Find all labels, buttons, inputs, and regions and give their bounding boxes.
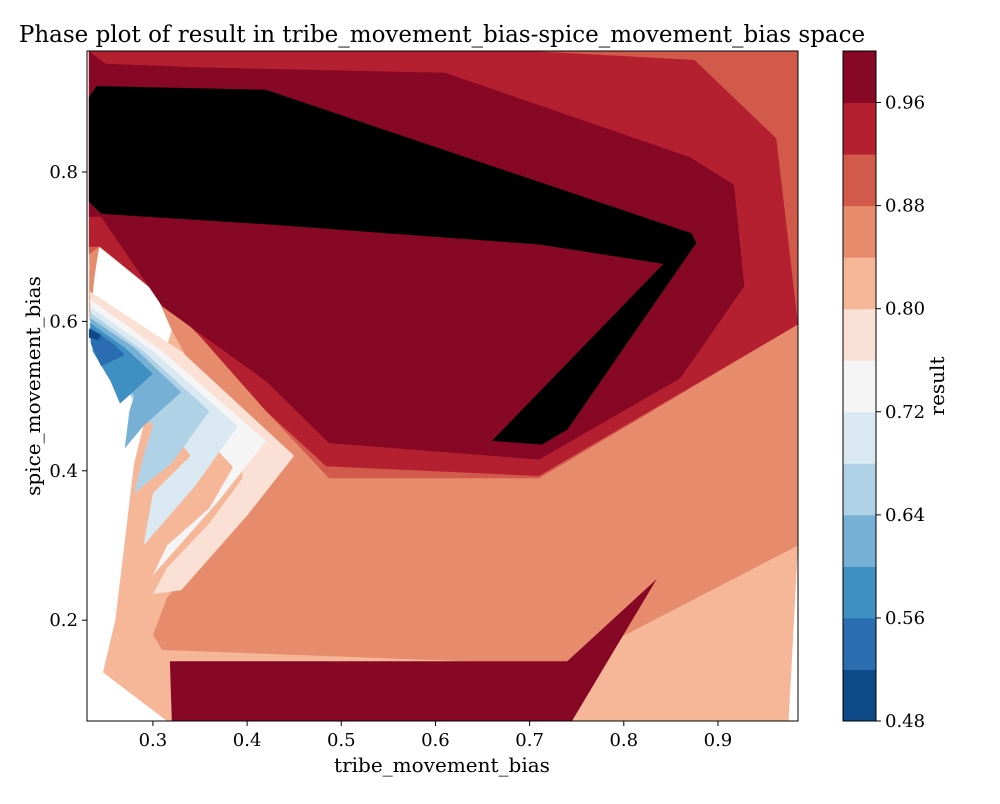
colorbar <box>843 51 876 722</box>
y-tick-label: 0.4 <box>49 461 78 482</box>
contour-region-5 <box>169 579 657 721</box>
plot-area <box>87 51 798 721</box>
contour-low-band-7 <box>88 328 102 341</box>
x-tick-label: 0.8 <box>609 730 638 751</box>
colorbar-band <box>843 411 876 464</box>
colorbar-tick-label: 0.80 <box>885 299 925 320</box>
colorbar-tick-label: 0.48 <box>885 711 925 732</box>
colorbar-tick-label: 0.72 <box>885 402 925 423</box>
colorbar-band <box>843 566 876 619</box>
y-tick-label: 0.2 <box>49 610 78 631</box>
colorbar-label: result <box>925 357 949 416</box>
x-axis: 0.3 0.4 0.5 0.6 0.7 0.8 0.9 <box>139 721 733 751</box>
x-axis-label: tribe_movement_bias <box>334 753 550 777</box>
colorbar-band <box>843 51 876 104</box>
y-tick-label: 0.6 <box>49 311 78 332</box>
x-tick-label: 0.6 <box>421 730 450 751</box>
colorbar-tick-label: 0.96 <box>885 93 925 114</box>
contour-region-6 <box>88 86 697 445</box>
x-tick-label: 0.7 <box>515 730 544 751</box>
colorbar-band <box>843 514 876 567</box>
y-axis: 0.2 0.4 0.6 0.8 <box>49 162 87 631</box>
y-axis-label: spice_movement_bias <box>21 276 45 496</box>
x-tick-label: 0.4 <box>233 730 262 751</box>
colorbar-frame <box>842 50 877 722</box>
colorbar-band <box>843 617 876 670</box>
colorbar-band <box>843 463 876 516</box>
colorbar-tick-label: 0.56 <box>885 608 925 629</box>
colorbar-band <box>843 308 876 361</box>
colorbar-band <box>843 205 876 258</box>
x-tick-label: 0.9 <box>704 730 733 751</box>
y-tick-label: 0.8 <box>49 162 78 183</box>
x-tick-label: 0.3 <box>139 730 168 751</box>
colorbar-ticks: 0.48 0.56 0.64 0.72 0.80 0.88 0.96 <box>876 93 925 732</box>
chart-title: Phase plot of result in tribe_movement_b… <box>19 22 865 48</box>
colorbar-band <box>843 360 876 413</box>
plot-frame <box>86 50 799 722</box>
x-tick-label: 0.5 <box>327 730 356 751</box>
colorbar-tick-label: 0.88 <box>885 196 925 217</box>
colorbar-band <box>843 154 876 207</box>
contour-low-band-0 <box>89 291 295 594</box>
colorbar-band <box>843 102 876 155</box>
colorbar-tick-label: 0.64 <box>885 505 925 526</box>
colorbar-band <box>843 669 876 722</box>
colorbar-band <box>843 257 876 310</box>
